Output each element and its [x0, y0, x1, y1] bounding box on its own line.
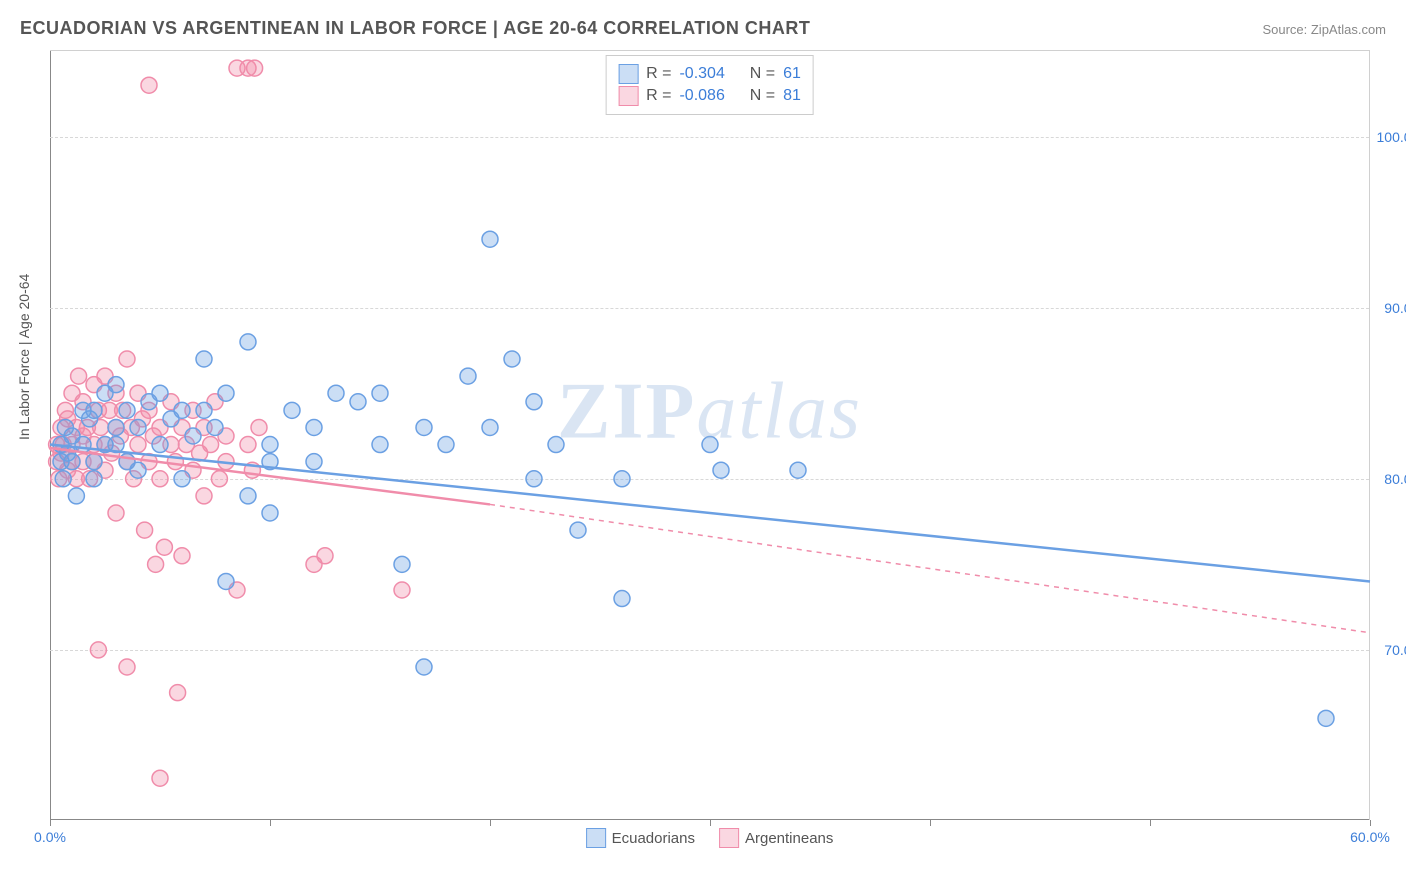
x-tick	[270, 820, 271, 826]
y-axis-title: In Labor Force | Age 20-64	[16, 274, 32, 440]
N-value-argentineans: 81	[783, 87, 801, 105]
trend-line	[50, 445, 1370, 582]
x-tick	[1150, 820, 1151, 826]
source-attribution: Source: ZipAtlas.com	[1262, 22, 1386, 37]
x-tick	[710, 820, 711, 826]
R-label: R =	[646, 87, 671, 105]
legend-item-argentineans: Argentineans	[719, 828, 833, 848]
swatch-argentineans	[618, 86, 638, 106]
x-tick	[1370, 820, 1371, 826]
N-label: N =	[750, 87, 775, 105]
x-tick-label: 60.0%	[1350, 829, 1390, 845]
x-tick	[930, 820, 931, 826]
y-tick-label: 80.0%	[1384, 471, 1406, 487]
swatch-ecuadorians	[618, 64, 638, 84]
N-label: N =	[750, 65, 775, 83]
x-tick-label: 0.0%	[34, 829, 66, 845]
trend-lines-layer	[50, 51, 1369, 820]
swatch-argentineans	[719, 828, 739, 848]
series-legend: Ecuadorians Argentineans	[586, 828, 834, 848]
stats-row-argentineans: R = -0.086 N = 81	[618, 86, 801, 106]
R-label: R =	[646, 65, 671, 83]
x-tick	[50, 820, 51, 826]
y-tick-label: 100.0%	[1377, 129, 1406, 145]
trend-line	[50, 448, 490, 504]
x-tick	[490, 820, 491, 826]
R-value-argentineans: -0.086	[679, 87, 724, 105]
N-value-ecuadorians: 61	[783, 65, 801, 83]
stats-row-ecuadorians: R = -0.304 N = 61	[618, 64, 801, 84]
swatch-ecuadorians	[586, 828, 606, 848]
legend-label-argentineans: Argentineans	[745, 830, 833, 847]
chart-title: ECUADORIAN VS ARGENTINEAN IN LABOR FORCE…	[20, 18, 810, 39]
stats-legend-box: R = -0.304 N = 61 R = -0.086 N = 81	[605, 55, 814, 115]
plot-area: 70.0%80.0%90.0%100.0% 0.0%60.0% ZIPatlas…	[50, 50, 1370, 820]
chart-header: ECUADORIAN VS ARGENTINEAN IN LABOR FORCE…	[20, 18, 1386, 39]
y-tick-label: 70.0%	[1384, 642, 1406, 658]
y-tick-label: 90.0%	[1384, 300, 1406, 316]
legend-item-ecuadorians: Ecuadorians	[586, 828, 695, 848]
legend-label-ecuadorians: Ecuadorians	[612, 830, 695, 847]
R-value-ecuadorians: -0.304	[679, 65, 724, 83]
